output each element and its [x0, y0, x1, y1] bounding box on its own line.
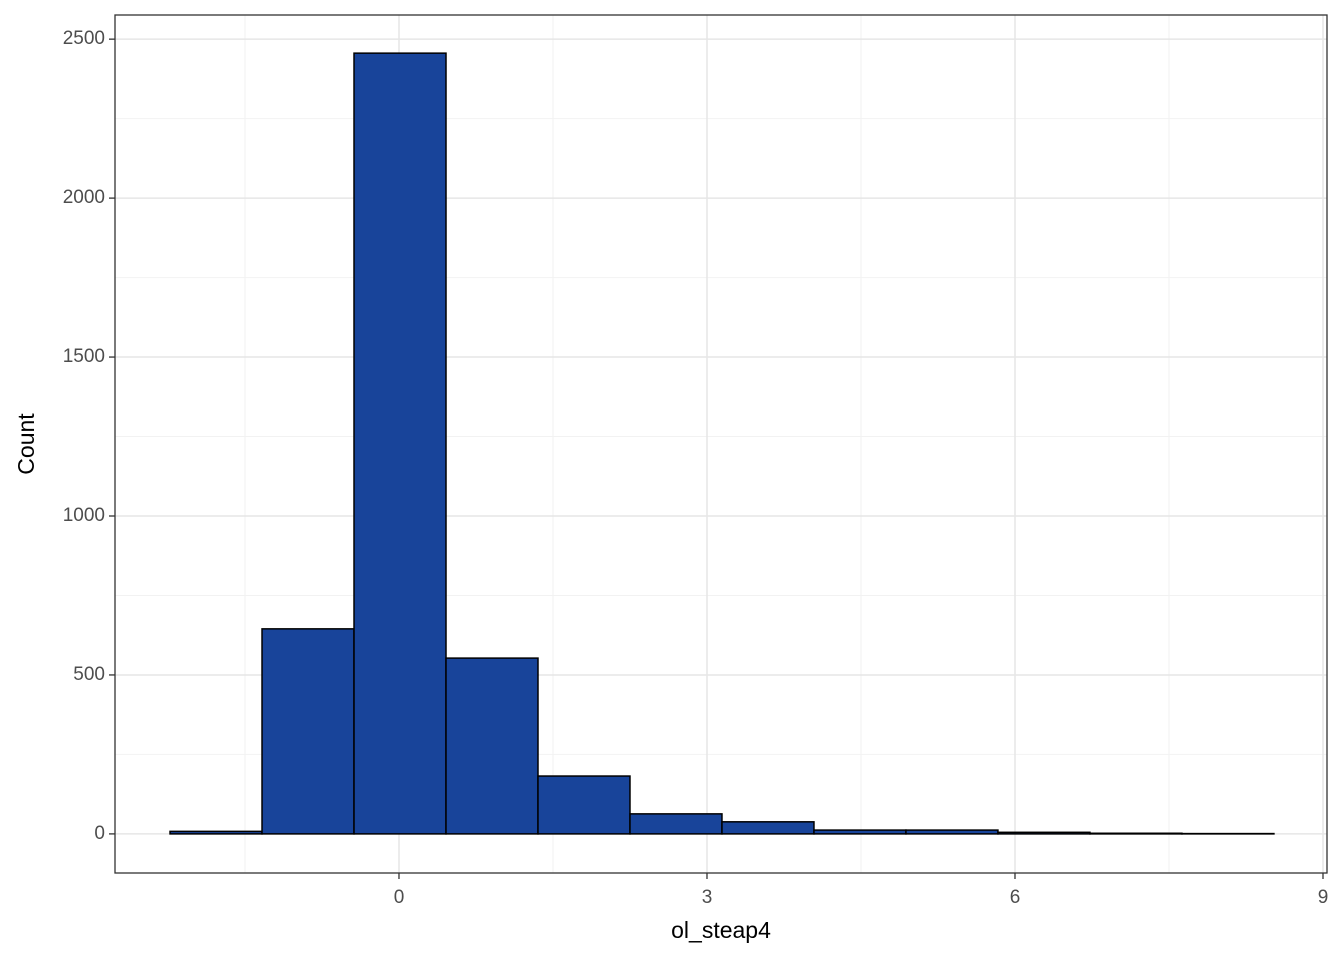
x-axis-title: ol_steap4 [671, 917, 771, 943]
y-tick-label: 1500 [63, 346, 105, 367]
y-tick-label: 1000 [63, 505, 105, 526]
y-tick-label: 2000 [63, 187, 105, 208]
bar [1089, 832, 1183, 835]
y-tick-label: 0 [94, 823, 105, 844]
bar [261, 628, 355, 835]
x-tick-label: 3 [702, 887, 713, 908]
x-tick-label: 0 [394, 887, 405, 908]
y-tick-label: 500 [73, 664, 105, 685]
y-tick-label: 2500 [63, 28, 105, 49]
bar [629, 813, 723, 835]
bar [813, 829, 907, 835]
bar [905, 829, 999, 835]
bar [445, 657, 539, 835]
bar [721, 821, 815, 835]
y-axis-title: Count [13, 413, 39, 475]
bar [997, 831, 1091, 835]
x-tick-label: 9 [1318, 887, 1329, 908]
bar [353, 52, 447, 835]
x-tick-label: 6 [1010, 887, 1021, 908]
bar [169, 830, 263, 835]
bar [537, 775, 631, 835]
panel-border [114, 14, 1328, 874]
